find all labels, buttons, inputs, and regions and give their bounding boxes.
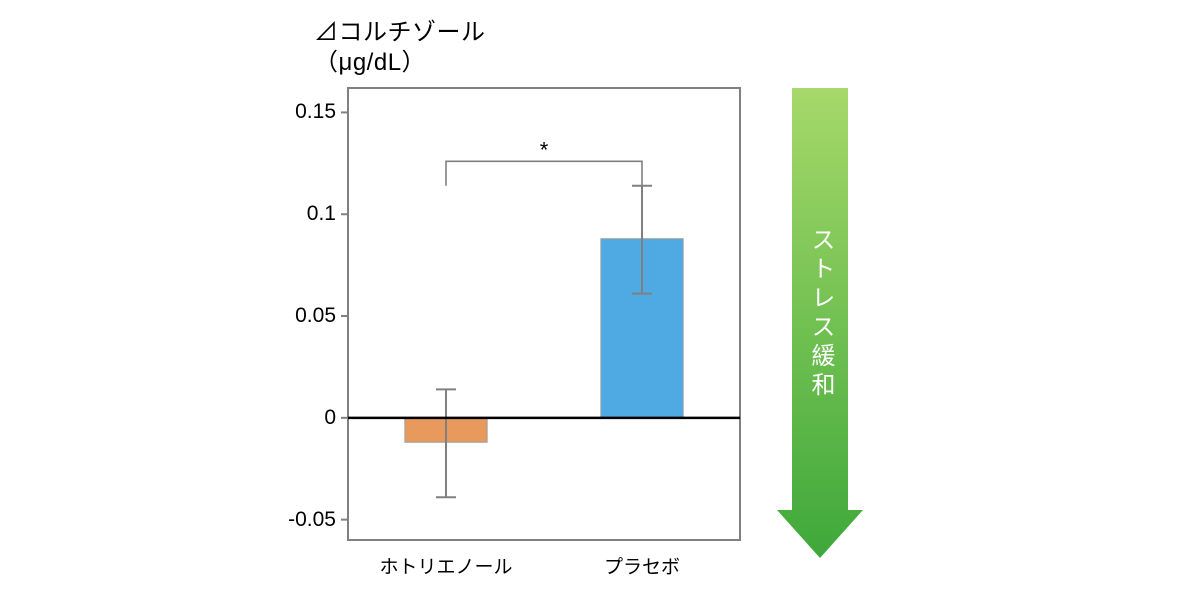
- y-tick-label: -0.05: [256, 508, 336, 532]
- y-tick-label: 0: [256, 406, 336, 430]
- bar-chart: *: [0, 0, 1200, 590]
- arrow-label: ストレス緩和: [808, 148, 832, 480]
- y-tick-label: 0.1: [256, 202, 336, 226]
- chart-stage: ⊿コルチゾール （μg/dL） * -0.0500.050.10.15 ホトリエ…: [0, 0, 1200, 590]
- x-category-label: ホトリエノール: [371, 552, 521, 579]
- y-tick-label: 0.05: [256, 304, 336, 328]
- significance-marker: *: [540, 137, 549, 162]
- y-tick-label: 0.15: [256, 100, 336, 124]
- x-category-label: プラセボ: [567, 552, 717, 579]
